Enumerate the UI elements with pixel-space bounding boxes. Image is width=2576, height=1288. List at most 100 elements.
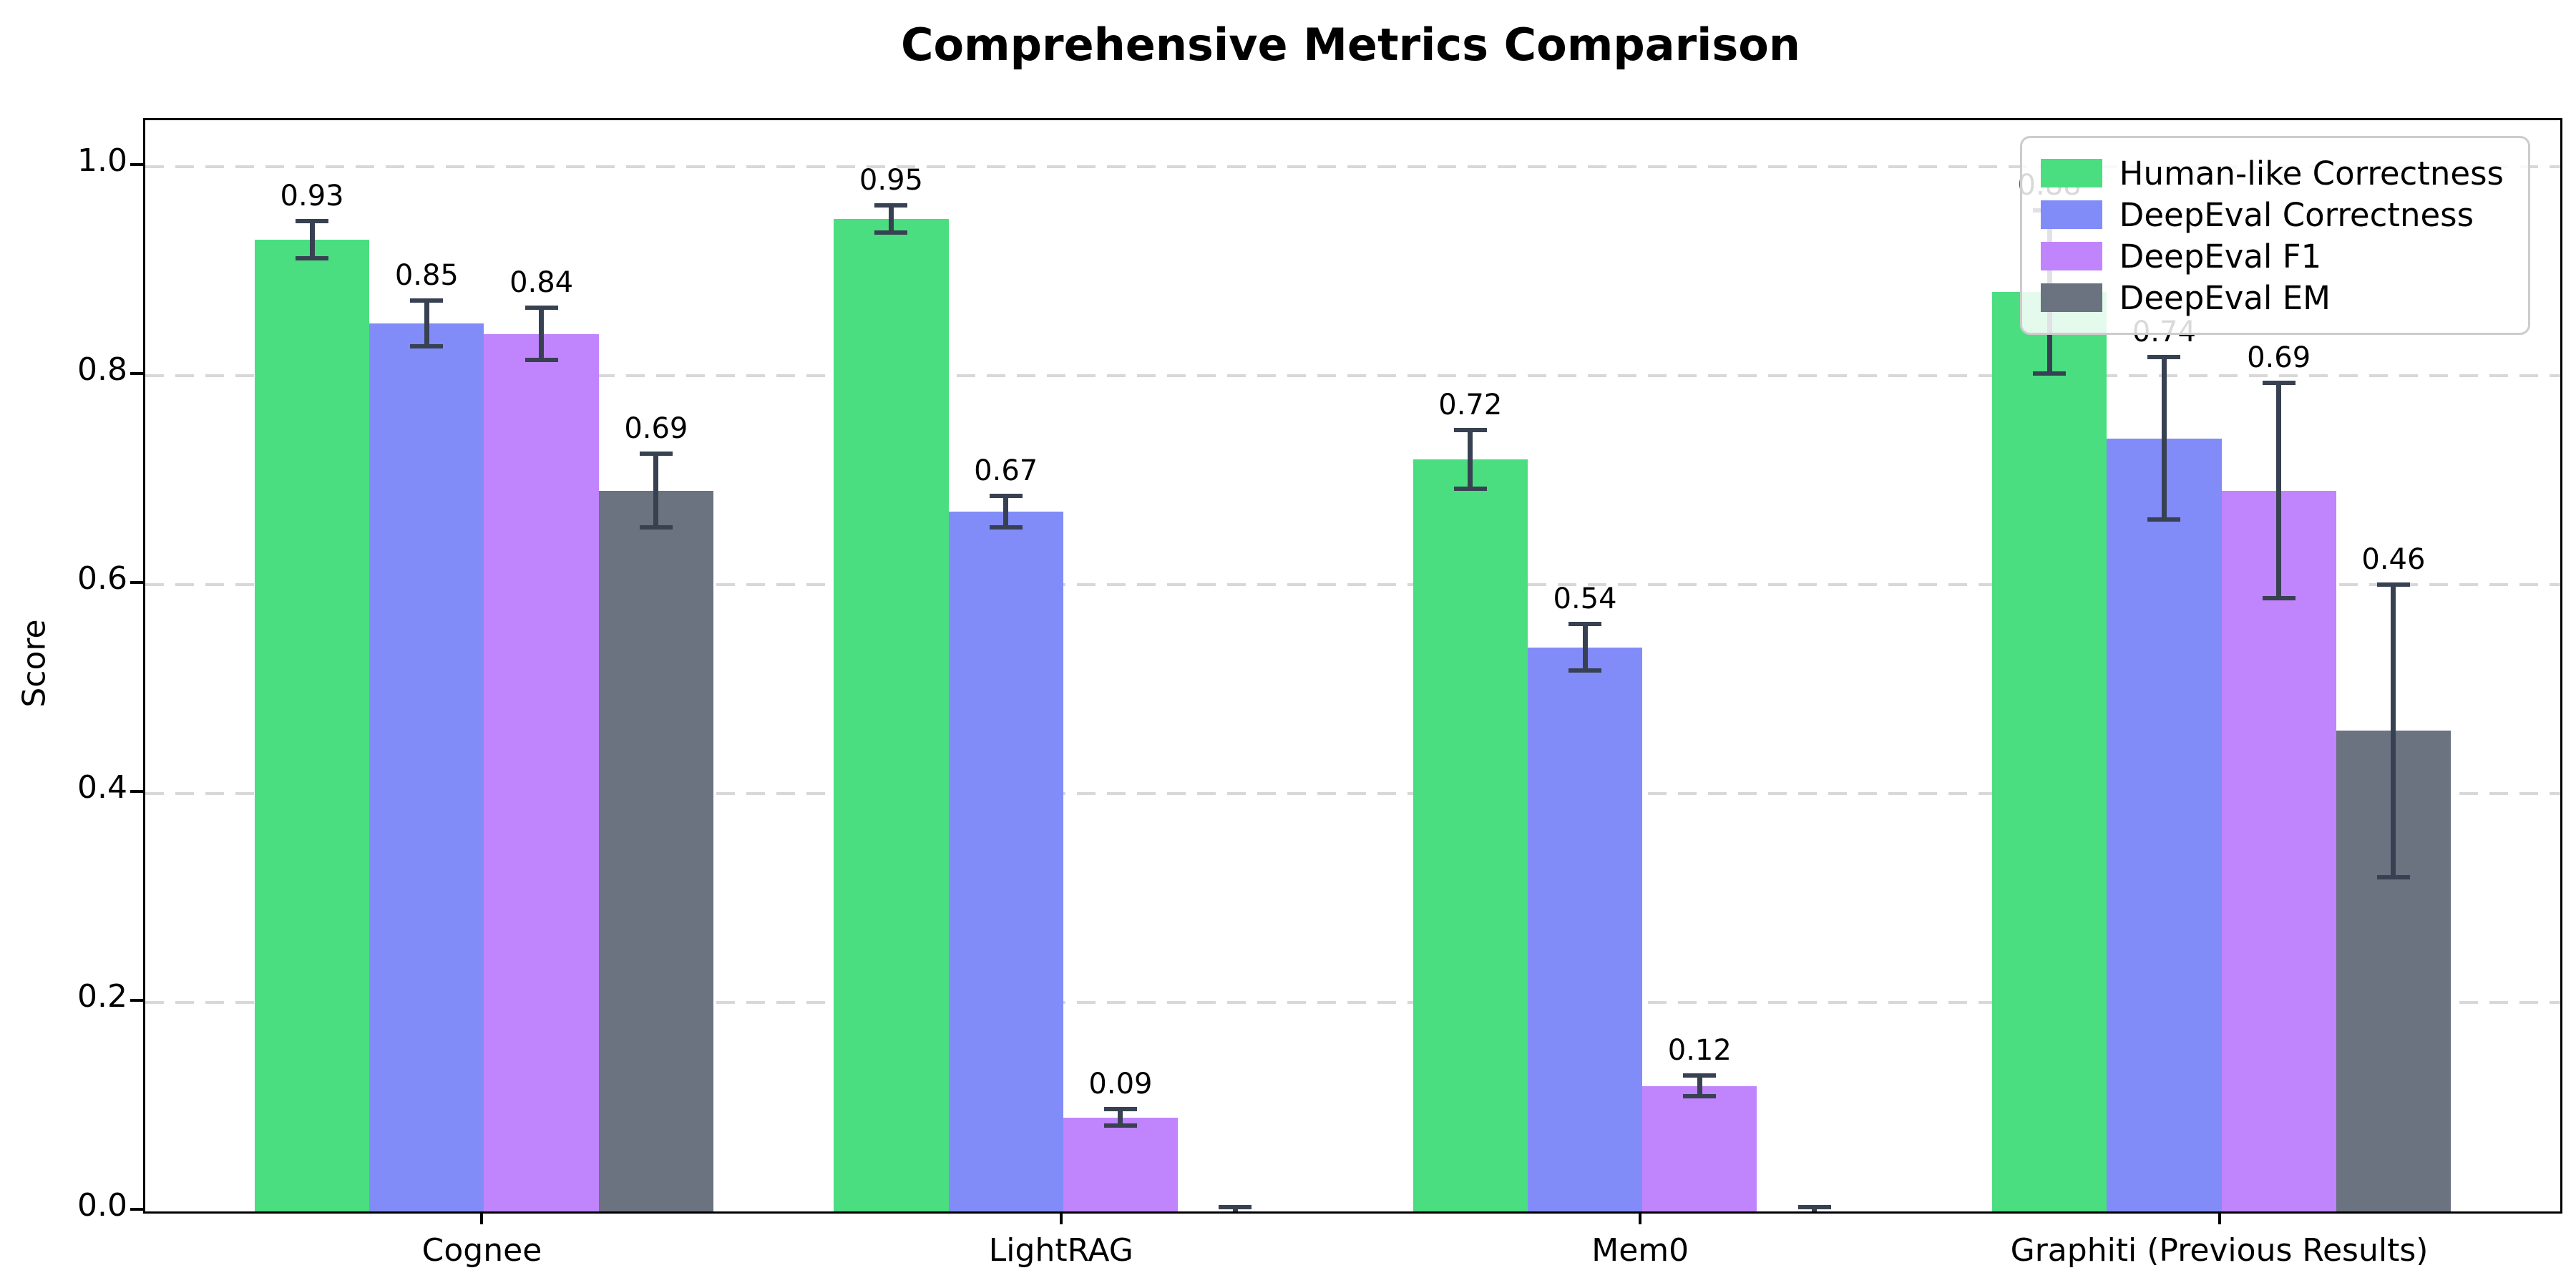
value-label: 0.67 [974,454,1038,487]
y-tick-mark [130,580,143,584]
error-bar [1468,429,1473,489]
legend-label: DeepEval EM [2119,278,2331,317]
value-label: 0.93 [280,179,344,213]
x-tick-label: Mem0 [1591,1232,1689,1269]
legend-item: Human-like Correctness [2040,152,2504,194]
error-bar-cap [410,344,444,349]
bar [2221,490,2336,1211]
bar [2107,438,2222,1211]
x-tick-label: LightRAG [988,1232,1133,1269]
error-bar-cap [639,525,673,530]
error-bar-cap [525,358,558,363]
gridline [145,374,2560,377]
error-bar-cap [2147,354,2181,359]
bar [598,490,713,1211]
error-bar-cap [2376,582,2410,587]
error-bar [2161,356,2167,520]
x-tick-mark [1059,1211,1063,1224]
legend-swatch [2040,200,2102,229]
bar [834,218,949,1211]
legend-item: DeepEval F1 [2040,235,2504,277]
error-bar-cap [525,306,558,311]
error-bar [1118,1108,1123,1126]
bar [1642,1085,1757,1211]
error-bar [888,205,894,233]
error-bar [309,220,315,259]
x-tick-mark [2218,1211,2221,1224]
bar [254,240,370,1211]
error-bar-cap [410,298,444,303]
error-bar-cap [1683,1094,1717,1099]
x-tick-mark [480,1211,484,1224]
gridline [145,582,2560,586]
error-bar [1003,495,1009,527]
legend-label: Human-like Correctness [2119,154,2504,192]
value-label: 0.54 [1553,582,1617,616]
error-bar [424,300,429,347]
bar [369,323,484,1211]
error-bar-cap [2033,371,2067,376]
gridline [145,791,2560,795]
y-tick-mark [130,371,143,375]
error-bar-cap [296,218,329,223]
error-bar-cap [1103,1106,1137,1111]
legend-swatch [2040,242,2102,270]
plot-area: 0.930.950.720.880.850.670.540.740.840.09… [143,118,2562,1214]
y-tick-mark [130,162,143,166]
legend-item: DeepEval EM [2040,277,2504,318]
y-tick-label: 0.4 [77,769,127,806]
y-axis-label: Score [16,619,53,708]
value-label: 0.12 [1667,1034,1732,1068]
error-bar-cap [2376,874,2410,879]
y-tick-label: 0.0 [77,1187,127,1224]
value-label: 0.69 [2247,341,2311,375]
legend-swatch [2040,283,2102,312]
y-tick-label: 0.8 [77,351,127,388]
y-tick-mark [130,789,143,793]
legend-label: DeepEval F1 [2119,237,2322,275]
error-bar-cap [989,493,1023,498]
error-bar-cap [2262,595,2296,600]
bar [1413,459,1528,1211]
legend: Human-like Correctness DeepEval Correctne… [2019,136,2530,335]
error-bar [1697,1075,1702,1097]
x-tick-label: Cognee [421,1232,542,1269]
value-label: 0.69 [624,412,688,446]
error-bar-cap [1453,486,1487,491]
error-bar-cap [1219,1205,1252,1210]
error-bar-cap [989,525,1023,530]
y-tick-mark [130,1208,143,1211]
error-bar-cap [1568,622,1602,627]
error-bar [2276,383,2282,598]
x-tick-label: Graphiti (Previous Results) [2010,1232,2429,1269]
gridline [145,1000,2560,1004]
value-label: 0.72 [1438,388,1503,421]
value-label: 0.09 [1088,1067,1153,1101]
legend-label: DeepEval Correctness [2119,195,2474,234]
error-bar-cap [874,230,908,235]
error-bar-cap [1683,1073,1717,1078]
error-bar-cap [874,203,908,208]
error-bar [1582,624,1588,670]
y-tick-label: 1.0 [77,142,127,179]
bar [1527,647,1643,1211]
gridline [145,165,2560,168]
bar [948,511,1063,1211]
error-bar-cap [2262,381,2296,386]
x-tick-mark [1639,1211,1642,1224]
error-bar-cap [2147,517,2181,522]
bar [1992,292,2107,1211]
value-label: 0.84 [509,266,574,300]
legend-item: DeepEval Correctness [2040,194,2504,235]
error-bar-cap [1453,427,1487,432]
legend-swatch [2040,159,2102,187]
error-bar-cap [1568,668,1602,673]
value-label: 0.95 [859,163,923,197]
y-tick-label: 0.2 [77,977,127,1015]
bar [484,333,599,1211]
value-label: 0.46 [2361,542,2426,576]
error-bar-cap [1797,1205,1831,1210]
chart-title: Comprehensive Metrics Comparison [900,19,1801,71]
error-bar-cap [296,256,329,261]
